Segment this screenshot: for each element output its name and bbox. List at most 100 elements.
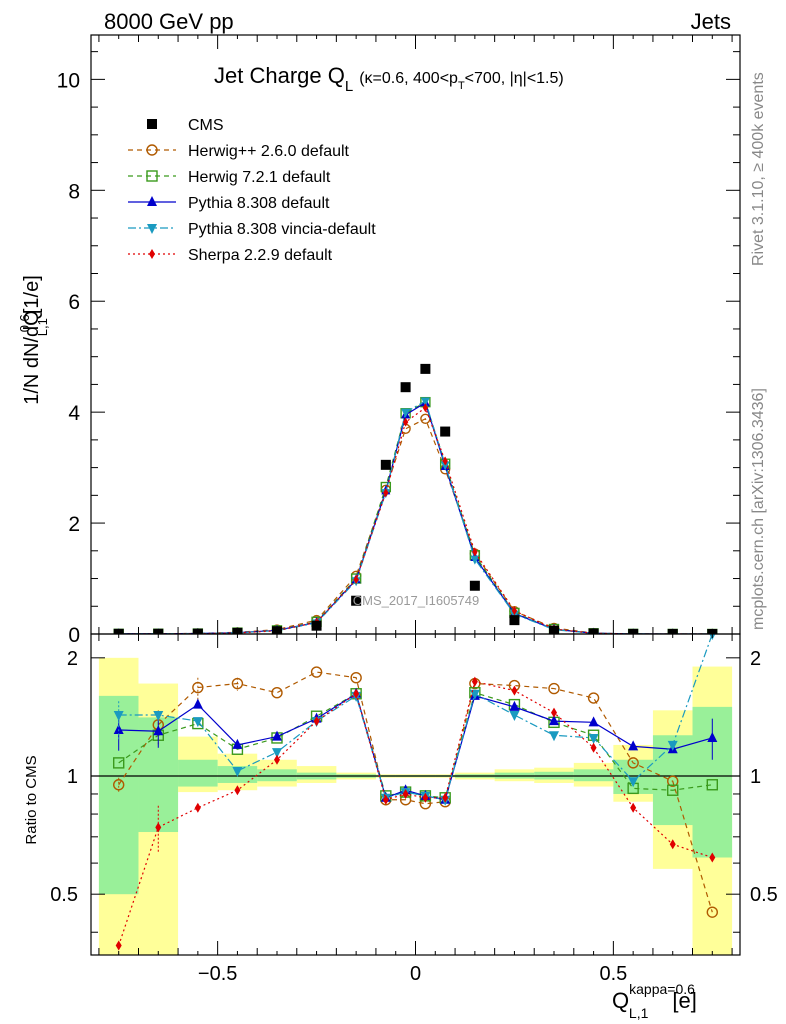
ratio-point xyxy=(192,698,203,709)
ylabel-text: 1/N dN/dQ xyxy=(21,310,43,404)
data-point xyxy=(469,580,480,591)
data-point xyxy=(311,620,322,631)
series-point xyxy=(422,403,429,413)
series-point xyxy=(401,408,411,418)
series-point xyxy=(440,461,450,471)
data-point xyxy=(380,459,391,470)
xlabel-unit: [e] xyxy=(672,988,696,1013)
ratio-band-green xyxy=(257,769,297,782)
ratio-point xyxy=(232,738,243,749)
title-main: Jet Charge Q xyxy=(214,63,345,88)
title-sub: L xyxy=(345,78,353,95)
ratio-tick-label-left: 2 xyxy=(67,648,78,670)
ratio-point xyxy=(587,692,600,704)
analysis-watermark: CMS_2017_I1605749 xyxy=(353,593,480,608)
ratio-content xyxy=(91,634,740,955)
ratio-point xyxy=(310,666,323,678)
ratio-band-green xyxy=(573,769,614,782)
ratio-point xyxy=(588,733,599,744)
jets-label: Jets xyxy=(691,9,731,34)
ratio-point xyxy=(271,687,283,699)
ratio-tick-label-left: 0.5 xyxy=(50,884,78,906)
legend-label: Herwig++ 2.6.0 default xyxy=(188,143,350,160)
data-point xyxy=(509,615,520,626)
ratio-point xyxy=(628,740,639,751)
ratio-point xyxy=(628,777,639,788)
x-tick-label: 0.5 xyxy=(599,963,627,985)
y-tick-label: 6 xyxy=(68,291,80,314)
y-tick-label: 2 xyxy=(68,513,80,536)
ratio-point xyxy=(153,711,164,722)
main-plot: 0 2 4 6 8 10 xyxy=(57,34,741,647)
ratio-point xyxy=(350,671,362,684)
ratio-point xyxy=(192,681,204,694)
series-point xyxy=(402,417,409,427)
ratio-point xyxy=(549,731,560,742)
ratio-point xyxy=(194,802,201,813)
ratio-line xyxy=(118,680,713,946)
legend-marker xyxy=(146,170,158,182)
ratio-point xyxy=(113,779,125,791)
ratio-point xyxy=(422,792,429,803)
title-cond: (κ=0.6, 400<p xyxy=(359,70,458,87)
ylabel-unit: [1/e] xyxy=(21,275,43,314)
ratio-tick-label-right: 1 xyxy=(750,766,761,788)
x-tick-label: 0 xyxy=(410,963,421,985)
series-point xyxy=(511,606,518,616)
ratio-point xyxy=(271,748,282,759)
series-point xyxy=(420,397,430,407)
ratio-point xyxy=(707,731,718,742)
ratio-point xyxy=(551,707,558,718)
ratio-point xyxy=(667,740,678,751)
series-line xyxy=(118,400,713,634)
ratio-line xyxy=(118,671,713,913)
data-point xyxy=(400,382,411,393)
ratio-point xyxy=(115,940,122,951)
ratio-point xyxy=(382,794,389,805)
ratio-point xyxy=(590,742,597,753)
ratio-plot: 0.5 0.5 1 1 2 2 −0.5 0 0.5 xyxy=(50,35,778,985)
xlabel-sup: kappa=0.6 xyxy=(629,981,695,997)
svg-text:Jet Charge QL(κ=0.6, 400<pT<70: Jet Charge QL (κ=0.6, 400<pT<700, |η|<1.5… xyxy=(214,63,564,95)
ratio-tick-label-right: 0.5 xyxy=(750,884,778,906)
y-tick-label: 0 xyxy=(68,624,80,647)
y-tick-label: 10 xyxy=(57,69,80,92)
ratio-point xyxy=(232,766,243,777)
ratio-point xyxy=(113,711,124,722)
data-point xyxy=(440,426,451,437)
series-point xyxy=(353,575,359,585)
ratio-point xyxy=(153,725,164,736)
legend-label: Herwig 7.2.1 default xyxy=(188,169,331,186)
ratio-point xyxy=(113,757,125,769)
ratio-point xyxy=(442,792,449,803)
series-point xyxy=(472,547,478,557)
ratio-band-green xyxy=(613,759,653,794)
y-tick-label: 4 xyxy=(68,402,80,425)
data-point xyxy=(420,363,431,374)
y-tick-label: 8 xyxy=(68,180,80,203)
ratio-point xyxy=(353,688,360,699)
title-cond-end: <700, |η|<1.5) xyxy=(465,70,564,87)
mcplots-label: mcplots.cern.ch [arXiv:1306.3436] xyxy=(750,388,767,630)
ratio-line xyxy=(118,692,713,801)
ratio-point xyxy=(706,906,718,918)
xlabel-sub: L,1 xyxy=(629,1005,649,1021)
ratio-point xyxy=(709,852,716,863)
ratio-point xyxy=(192,717,203,728)
ratio-point xyxy=(155,822,162,833)
legend-marker xyxy=(147,196,157,206)
x-axis-label: Qkappa=0.6 L,1 [e] xyxy=(612,981,697,1021)
ratio-tick-label-left: 1 xyxy=(67,766,78,788)
ratio-point xyxy=(667,775,679,787)
ratio-point xyxy=(471,676,478,687)
series-point xyxy=(442,456,448,466)
svg-text:1/N dN/dQ0.6L,1[1/e]: 1/N dN/dQ0.6 L,1 [1/e] xyxy=(17,275,50,405)
legend-label: Pythia 8.308 default xyxy=(188,195,330,212)
ylabel-sub: L,1 xyxy=(35,318,50,336)
ratio-point xyxy=(548,682,560,695)
ratio-point xyxy=(313,716,320,727)
legend: CMS Herwig++ 2.6.0 default Herwig 7.2.1 de… xyxy=(128,117,376,264)
ratio-tick-label-right: 2 xyxy=(750,648,761,670)
ylabel-sup: 0.6 xyxy=(17,314,32,332)
